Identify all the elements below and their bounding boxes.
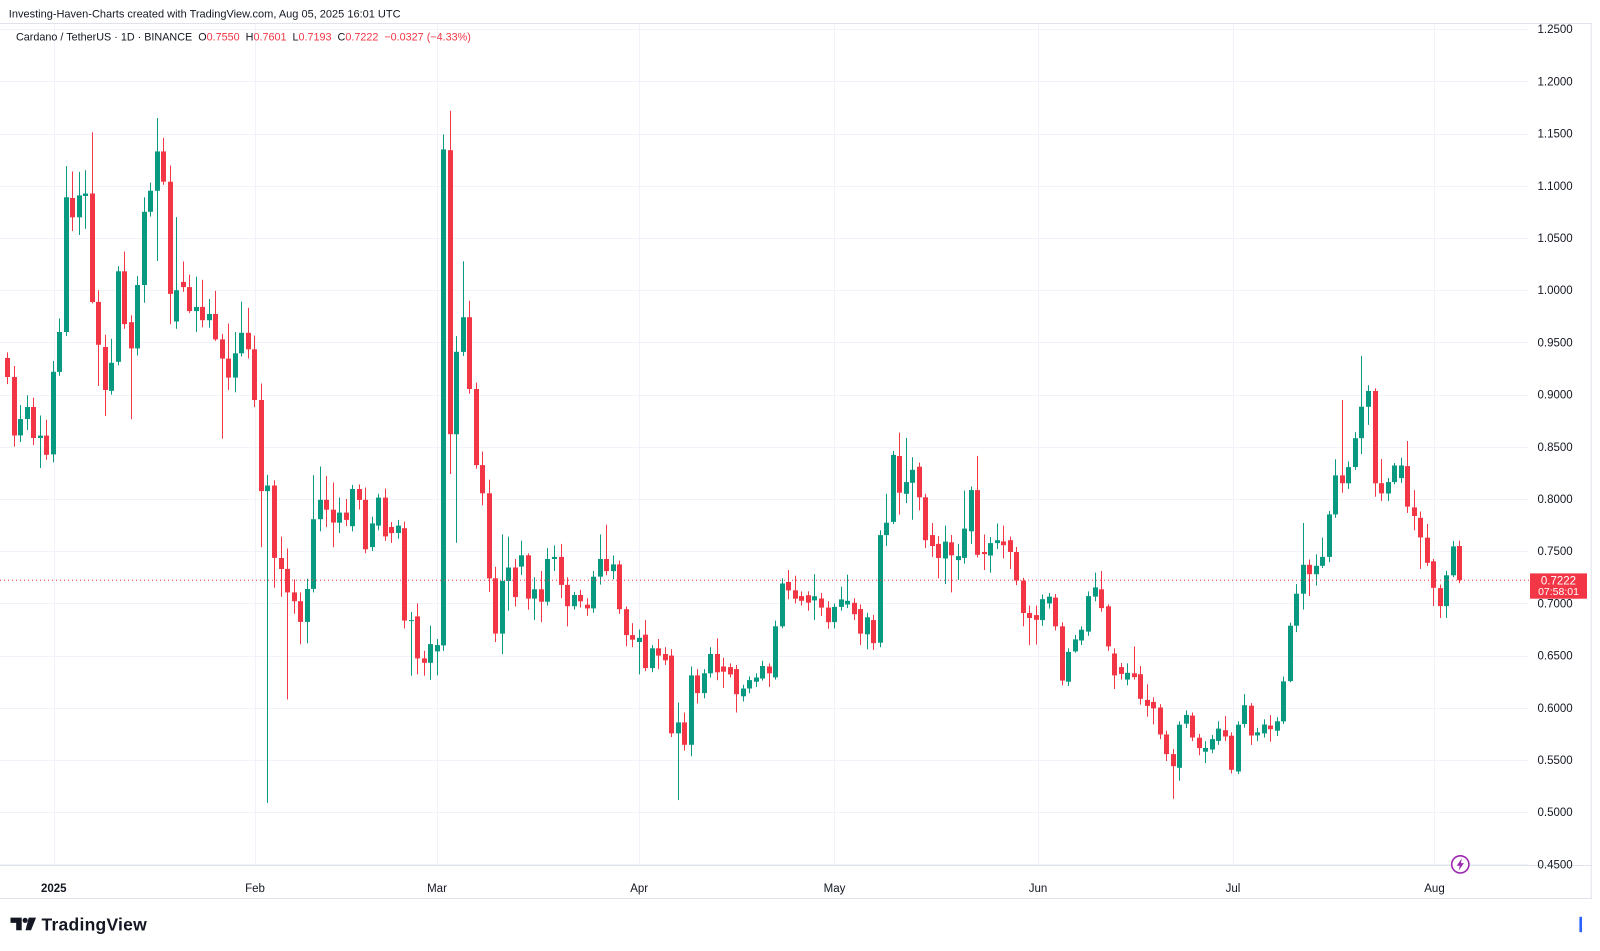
svg-text:1.2500: 1.2500 xyxy=(1538,24,1573,36)
svg-text:1.0000: 1.0000 xyxy=(1538,285,1573,297)
svg-text:0.7000: 0.7000 xyxy=(1538,598,1573,610)
svg-text:0.7500: 0.7500 xyxy=(1538,546,1573,558)
svg-text:1.2000: 1.2000 xyxy=(1538,76,1573,88)
svg-text:Investing-Haven-Charts created: Investing-Haven-Charts created with Trad… xyxy=(9,9,401,21)
svg-text:Mar: Mar xyxy=(427,883,447,895)
svg-text:0.7222: 0.7222 xyxy=(1541,575,1576,587)
svg-text:0.6000: 0.6000 xyxy=(1538,703,1573,715)
svg-text:0.8500: 0.8500 xyxy=(1538,442,1573,454)
svg-text:May: May xyxy=(824,883,846,895)
svg-text:0.5500: 0.5500 xyxy=(1538,755,1573,767)
svg-text:Cardano / TetherUS · 1D · BINA: Cardano / TetherUS · 1D · BINANCE O0.755… xyxy=(16,31,471,43)
svg-text:1.0500: 1.0500 xyxy=(1538,233,1573,245)
svg-text:1.1500: 1.1500 xyxy=(1538,129,1573,141)
svg-text:0.9000: 0.9000 xyxy=(1538,390,1573,402)
svg-text:0.9500: 0.9500 xyxy=(1538,337,1573,349)
svg-text:Aug: Aug xyxy=(1424,883,1444,895)
svg-text:0.4500: 0.4500 xyxy=(1538,859,1573,871)
svg-text:Apr: Apr xyxy=(630,883,648,895)
svg-text:07:58:01: 07:58:01 xyxy=(1538,586,1579,598)
svg-text:Jun: Jun xyxy=(1029,883,1048,895)
svg-text:0.8000: 0.8000 xyxy=(1538,494,1573,506)
svg-text:2025: 2025 xyxy=(41,883,67,895)
svg-text:TradingView: TradingView xyxy=(42,914,148,934)
svg-text:Jul: Jul xyxy=(1226,883,1241,895)
svg-text:1.1000: 1.1000 xyxy=(1538,181,1573,193)
svg-text:Feb: Feb xyxy=(245,883,265,895)
svg-text:0.5000: 0.5000 xyxy=(1538,807,1573,819)
svg-text:0.6500: 0.6500 xyxy=(1538,651,1573,663)
